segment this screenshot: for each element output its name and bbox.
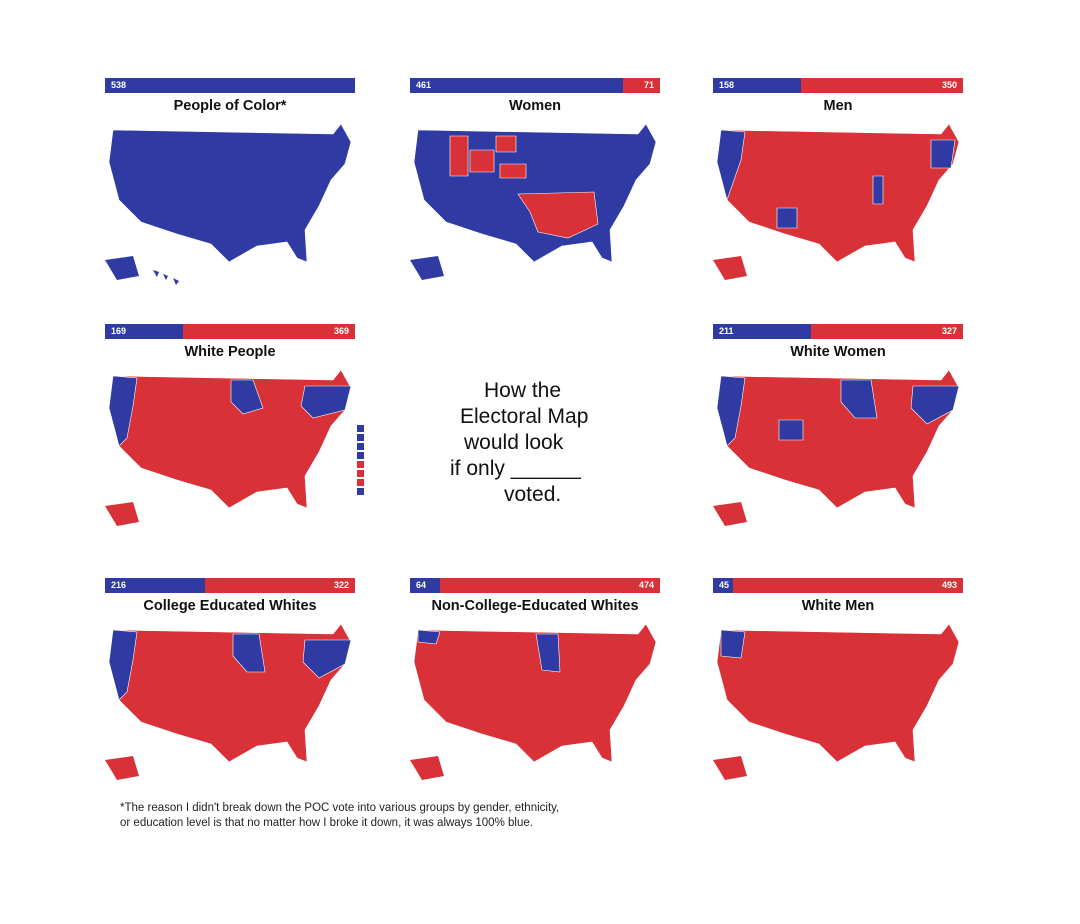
map-panel-non-college-educated-whites: 64 474 Non-College-Educated Whites [410, 578, 660, 783]
map-panel-white-men: 45 493 White Men [713, 578, 963, 783]
us-map [713, 623, 960, 780]
caption-line: would look [464, 431, 564, 454]
footnote: *The reason I didn't break down the POC … [120, 801, 760, 831]
map-panel-women: 461 71 Women [410, 78, 660, 283]
center-caption: How the Electoral Map would look if only… [440, 378, 630, 508]
swatch [357, 470, 364, 477]
swatch [357, 452, 364, 459]
map-panel-white-people: 169 369 White People [105, 324, 355, 529]
us-map [713, 369, 960, 526]
panel-title: Women [508, 98, 562, 114]
map-panel-men: 158 350 Men [713, 78, 963, 283]
caption-line: voted. [504, 483, 562, 506]
blue-ev-count: 169 [111, 326, 127, 336]
electoral-vote-bar: 169 369 [105, 324, 355, 339]
swatch [357, 425, 364, 432]
panel-title: People of Color* [173, 98, 287, 114]
caption-line: if only ______ [450, 457, 581, 480]
red-ev-count: 474 [638, 580, 654, 590]
footnote-line: or education level is that no matter how… [120, 817, 533, 829]
red-ev-count: 71 [643, 80, 654, 90]
blue-ev-count: 538 [111, 80, 127, 90]
electoral-vote-bar: 64 474 [410, 578, 660, 593]
red-ev-count: 322 [333, 580, 349, 590]
blue-ev-count: 216 [111, 580, 127, 590]
electoral-vote-bar: 45 493 [713, 578, 963, 593]
map-panel-college-educated-whites: 216 322 College Educated Whites [105, 578, 355, 783]
electoral-vote-bar: 461 71 [410, 78, 660, 93]
panel-title: White Men [801, 598, 875, 614]
panel-title: White Women [790, 344, 886, 360]
blue-ev-count: 158 [719, 80, 735, 90]
electoral-vote-bar: 211 327 [713, 324, 963, 339]
swatch [357, 488, 364, 495]
us-map [105, 369, 352, 526]
swatch [357, 461, 364, 468]
electoral-vote-bar: 158 350 [713, 78, 963, 93]
blue-ev-count: 45 [719, 580, 730, 590]
map-panel-white-women: 211 327 White Women [713, 324, 963, 529]
red-ev-count: 327 [941, 326, 957, 336]
us-map [410, 123, 657, 280]
electoral-vote-bar: 216 322 [105, 578, 355, 593]
swatch [357, 443, 364, 450]
red-ev-count: 350 [941, 80, 957, 90]
us-map [105, 123, 352, 285]
red-ev-count: 369 [333, 326, 349, 336]
map-panel-people-of-color: 538 People of Color* [105, 78, 355, 285]
us-map [410, 623, 657, 780]
red-ev-count: 493 [941, 580, 957, 590]
electoral-vote-bar: 538 [105, 78, 355, 93]
swatch [357, 434, 364, 441]
panel-title: Men [823, 98, 853, 114]
state-swatch-legend [357, 425, 373, 497]
caption-line: Electoral Map [460, 405, 589, 428]
blue-ev-count: 64 [416, 580, 427, 590]
us-map [713, 123, 960, 280]
swatch [357, 479, 364, 486]
blue-ev-count: 211 [719, 326, 734, 336]
caption-line: How the [484, 379, 562, 402]
blue-ev-count: 461 [416, 80, 432, 90]
panel-title: White People [184, 344, 276, 360]
panel-title: Non-College-Educated Whites [431, 598, 639, 614]
footnote-line: *The reason I didn't break down the POC … [120, 802, 560, 814]
us-map [105, 623, 352, 780]
panel-title: College Educated Whites [143, 598, 317, 614]
